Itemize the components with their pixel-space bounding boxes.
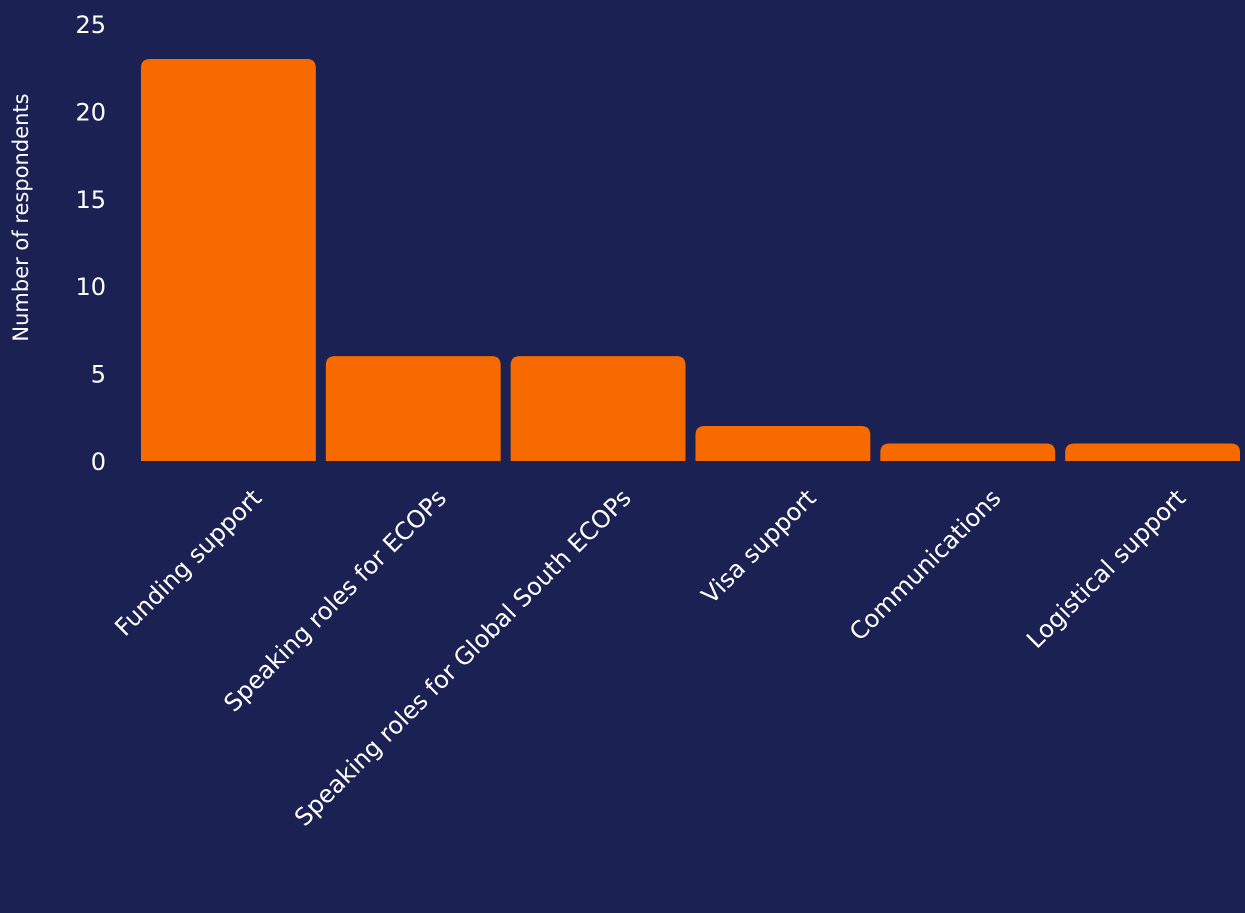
x-category-label: Funding support: [109, 484, 267, 642]
y-axis-title: Number of respondents: [9, 93, 33, 341]
bar-4: [880, 443, 1056, 461]
x-category-label: Logistical support: [1021, 484, 1191, 654]
bar-2: [510, 356, 686, 461]
bar-5: [1065, 443, 1240, 461]
y-tick-label: 5: [91, 361, 106, 389]
x-category-label: Communications: [844, 484, 1006, 646]
y-tick-label: 20: [75, 98, 106, 126]
y-tick-label: 0: [91, 448, 106, 476]
y-tick-label: 15: [75, 186, 106, 214]
y-tick-label: 25: [75, 11, 106, 39]
bar-0: [141, 58, 316, 462]
bar-1: [325, 356, 501, 461]
bars: [141, 58, 1240, 462]
x-category-label: Visa support: [696, 484, 822, 610]
y-axis-ticks: 0 5 10 15 20 25: [75, 11, 106, 476]
y-tick-label: 10: [75, 273, 106, 301]
x-category-label: Speaking roles for ECOPs: [218, 484, 451, 717]
bar-3: [695, 426, 871, 461]
x-category-label: Speaking roles for Global South ECOPs: [289, 484, 637, 832]
